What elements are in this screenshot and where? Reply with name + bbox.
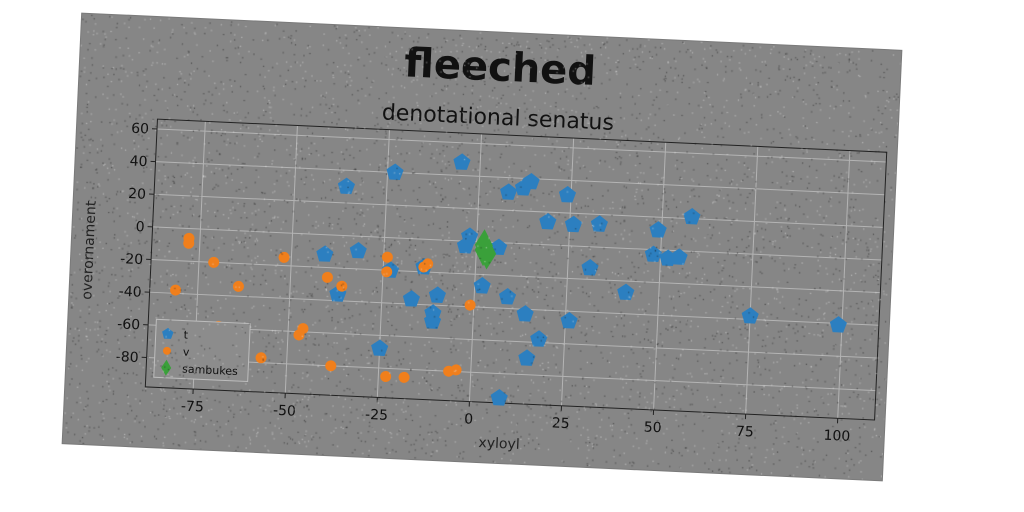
grid <box>146 121 887 419</box>
data-point-t <box>581 259 599 276</box>
x-grid-line <box>745 146 759 415</box>
legend-label: sambukes <box>182 363 238 379</box>
data-point-t <box>829 316 847 333</box>
x-tick-label: -25 <box>365 407 389 424</box>
y-tick-label: 40 <box>129 153 148 170</box>
data-point-t <box>590 215 608 232</box>
data-point-v <box>380 371 392 383</box>
data-point-t <box>617 283 635 301</box>
x-grid-line <box>837 150 851 419</box>
x-axis-label: xyloyl <box>478 435 520 453</box>
data-point-v <box>170 284 182 296</box>
data-point-t <box>337 177 356 195</box>
y-tick-label: 0 <box>135 219 145 235</box>
y-grid-line <box>154 193 884 228</box>
data-points <box>170 153 847 406</box>
y-grid-line <box>152 226 882 261</box>
plot-area <box>144 118 888 421</box>
x-tick-label: -75 <box>181 399 205 416</box>
data-point-t <box>564 215 583 233</box>
data-point-t <box>371 339 389 356</box>
data-point-t <box>428 286 446 303</box>
x-grid-line <box>653 142 667 410</box>
y-tick-label: -40 <box>118 284 142 301</box>
y-grid-line <box>148 324 878 359</box>
data-point-t <box>644 245 662 263</box>
y-tick-label: 20 <box>128 186 147 203</box>
y-tick-label: -80 <box>115 349 139 366</box>
y-axis-label: overornament <box>79 200 100 300</box>
chart-title: fleeched <box>403 40 597 95</box>
data-point-v <box>255 352 267 364</box>
data-point-v <box>325 360 337 372</box>
x-grid-line <box>468 133 483 402</box>
y-grid-line <box>151 259 881 294</box>
data-point-v <box>232 280 244 292</box>
x-grid-line <box>560 138 575 406</box>
x-tick-label: 25 <box>551 415 570 432</box>
x-tick-label: 75 <box>736 424 755 441</box>
y-grid-line <box>156 128 887 163</box>
x-tick-label: 0 <box>464 411 474 427</box>
data-point-v <box>208 256 220 268</box>
y-tick-label: 60 <box>131 121 150 138</box>
data-point-t <box>316 245 334 262</box>
data-point-v <box>321 271 333 283</box>
data-point-v <box>398 371 410 383</box>
y-grid-line <box>146 356 876 392</box>
data-point-t <box>500 183 518 200</box>
data-point-t <box>453 153 471 170</box>
data-point-t <box>349 241 367 259</box>
data-point-t <box>560 312 578 329</box>
data-point-t <box>539 212 557 230</box>
chart-figure: fleeched denotational senatus -75 -50 -25 0… <box>62 13 902 481</box>
data-point-t <box>683 207 701 225</box>
y-tick-label: -60 <box>117 316 141 333</box>
data-point-t <box>649 221 667 238</box>
data-point-t <box>516 305 534 322</box>
data-point-t <box>498 288 517 305</box>
x-tick-label: -50 <box>273 403 297 420</box>
data-point-t <box>741 307 759 324</box>
data-point-t <box>530 330 548 347</box>
y-tick-label: -20 <box>120 251 144 268</box>
data-point-v <box>278 251 290 263</box>
data-point-t <box>386 163 404 181</box>
scatter-chart: fleeched denotational senatus -75 -50 -25 0… <box>79 40 888 453</box>
data-point-t <box>518 349 536 366</box>
data-point-t <box>558 186 577 203</box>
legend-label: v <box>183 346 191 359</box>
x-tick-label: 50 <box>643 420 662 437</box>
data-point-t <box>473 277 491 294</box>
x-tick-label: 100 <box>823 428 850 445</box>
